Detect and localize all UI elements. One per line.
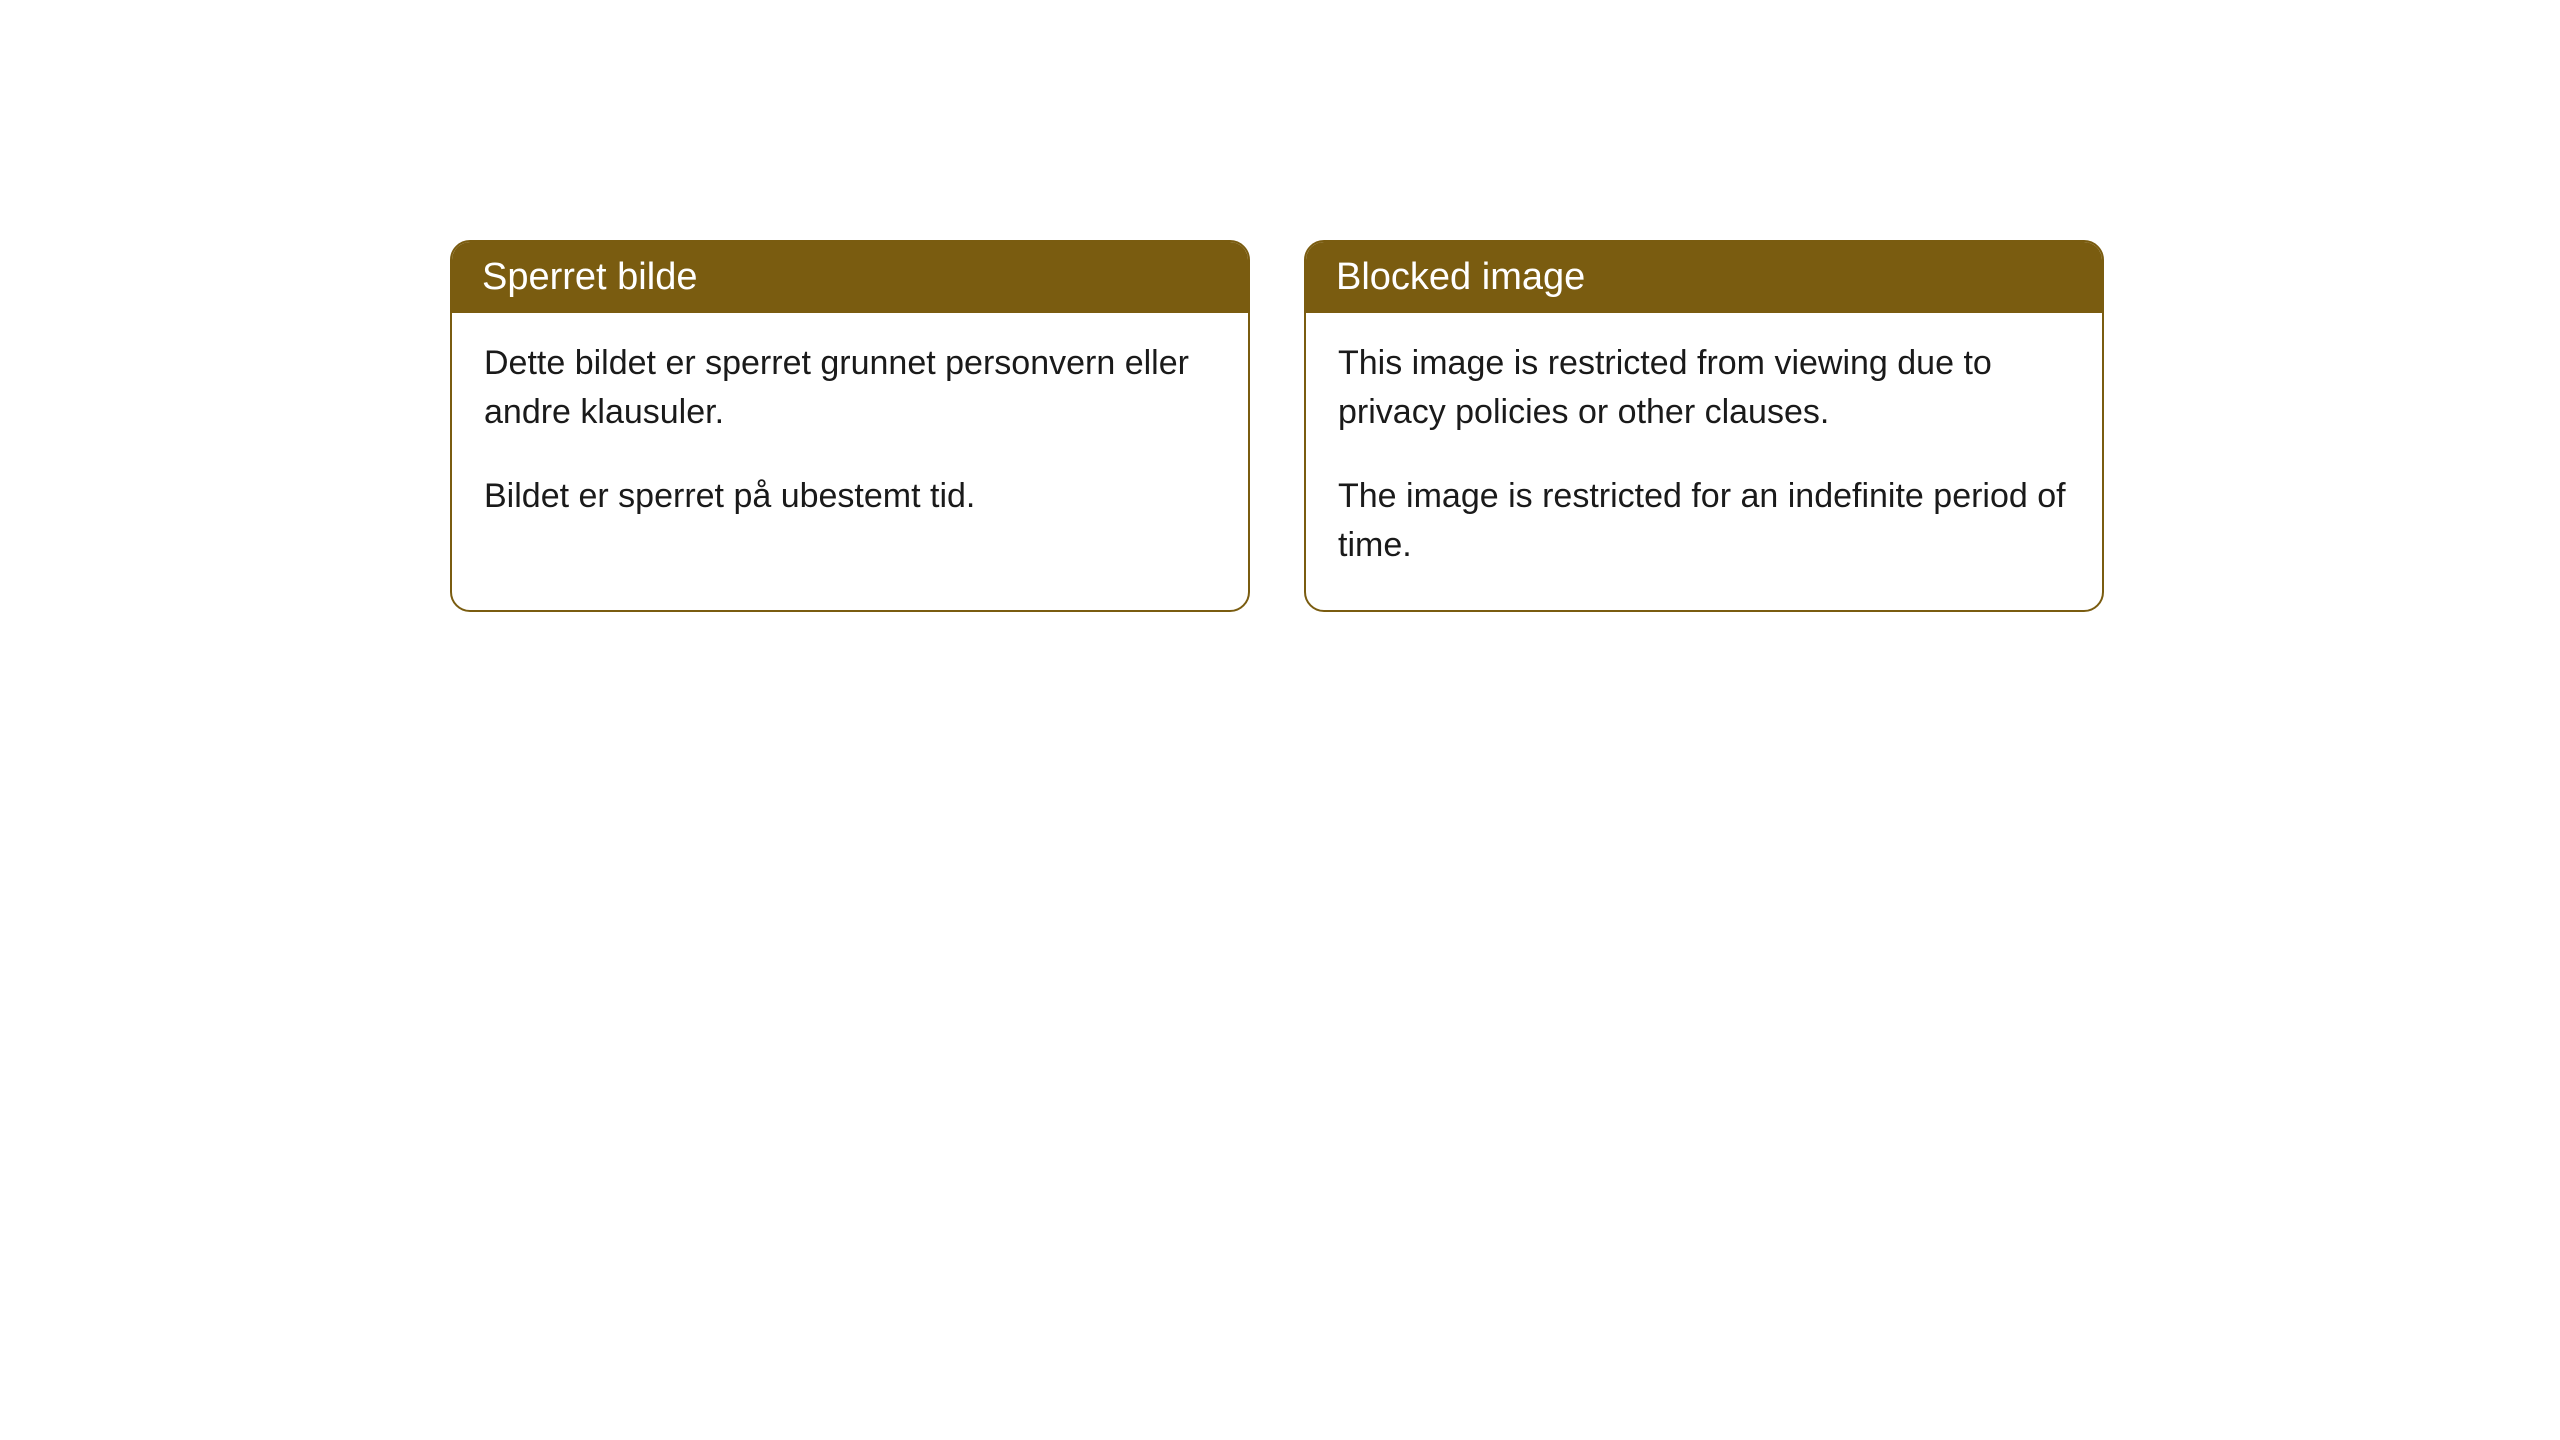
- card-header-english: Blocked image: [1306, 242, 2102, 313]
- card-norwegian: Sperret bilde Dette bildet er sperret gr…: [450, 240, 1250, 612]
- card-text-nor-p2: Bildet er sperret på ubestemt tid.: [484, 472, 1216, 521]
- cards-container: Sperret bilde Dette bildet er sperret gr…: [450, 240, 2560, 612]
- card-english: Blocked image This image is restricted f…: [1304, 240, 2104, 612]
- card-text-nor-p1: Dette bildet er sperret grunnet personve…: [484, 339, 1216, 438]
- card-body-english: This image is restricted from viewing du…: [1306, 313, 2102, 610]
- card-text-eng-p1: This image is restricted from viewing du…: [1338, 339, 2070, 438]
- card-header-norwegian: Sperret bilde: [452, 242, 1248, 313]
- card-body-norwegian: Dette bildet er sperret grunnet personve…: [452, 313, 1248, 561]
- card-text-eng-p2: The image is restricted for an indefinit…: [1338, 472, 2070, 571]
